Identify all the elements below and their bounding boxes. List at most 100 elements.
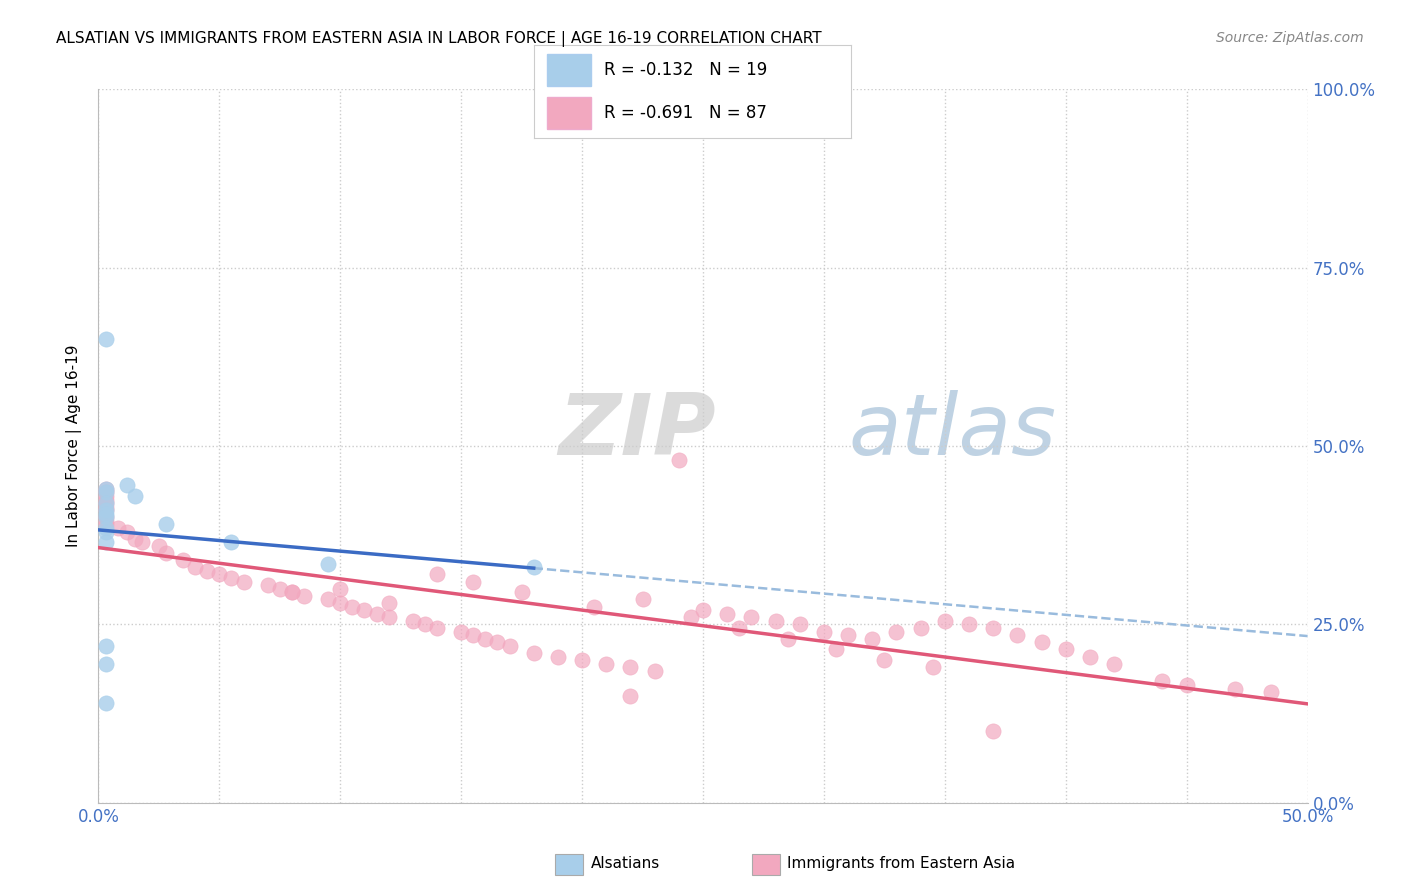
Point xyxy=(668,453,690,467)
Point xyxy=(860,632,883,646)
Point xyxy=(94,510,117,524)
Point xyxy=(155,546,177,560)
Point xyxy=(94,517,117,532)
Point xyxy=(329,596,352,610)
Point xyxy=(1102,657,1125,671)
Point xyxy=(94,507,117,521)
Point xyxy=(94,503,117,517)
Point xyxy=(208,567,231,582)
Point xyxy=(329,582,352,596)
Point xyxy=(94,639,117,653)
Point xyxy=(498,639,520,653)
Point xyxy=(873,653,896,667)
Point xyxy=(94,524,117,539)
Text: Alsatians: Alsatians xyxy=(591,856,659,871)
Point xyxy=(426,567,449,582)
Point xyxy=(281,585,304,599)
Point xyxy=(94,535,117,549)
Point xyxy=(921,660,943,674)
Point xyxy=(981,621,1004,635)
Text: ZIP: ZIP xyxy=(558,390,716,474)
Point xyxy=(1031,635,1053,649)
Point xyxy=(813,624,835,639)
Point xyxy=(94,696,117,710)
Point xyxy=(1223,681,1246,696)
Point xyxy=(316,592,339,607)
Point xyxy=(195,564,218,578)
Point xyxy=(716,607,738,621)
Point xyxy=(571,653,593,667)
Point xyxy=(426,621,449,635)
Point xyxy=(94,332,117,346)
Point xyxy=(377,596,399,610)
Point xyxy=(413,617,436,632)
Point xyxy=(172,553,194,567)
Point xyxy=(1007,628,1029,642)
Point xyxy=(547,649,569,664)
Point xyxy=(523,646,546,660)
Point xyxy=(765,614,787,628)
Point xyxy=(94,485,117,500)
Y-axis label: In Labor Force | Age 16-19: In Labor Force | Age 16-19 xyxy=(66,344,83,548)
Point xyxy=(631,592,654,607)
Point xyxy=(148,539,170,553)
Point xyxy=(463,574,485,589)
Point xyxy=(886,624,908,639)
Point xyxy=(221,571,243,585)
Point xyxy=(94,485,117,500)
Text: Source: ZipAtlas.com: Source: ZipAtlas.com xyxy=(1216,31,1364,45)
Point xyxy=(124,489,146,503)
Point xyxy=(256,578,278,592)
Point xyxy=(776,632,799,646)
Text: atlas: atlas xyxy=(848,390,1056,474)
Point xyxy=(353,603,375,617)
Point xyxy=(94,510,117,524)
Point xyxy=(1175,678,1198,692)
Point xyxy=(644,664,666,678)
Point xyxy=(94,521,117,535)
Point xyxy=(94,500,117,514)
Point xyxy=(789,617,811,632)
Point xyxy=(124,532,146,546)
Point xyxy=(94,503,117,517)
Point xyxy=(155,517,177,532)
Point xyxy=(910,621,932,635)
Point xyxy=(94,492,117,507)
Text: Immigrants from Eastern Asia: Immigrants from Eastern Asia xyxy=(787,856,1015,871)
Point xyxy=(117,478,139,492)
Point xyxy=(934,614,956,628)
Point xyxy=(523,560,546,574)
Point xyxy=(679,610,702,624)
FancyBboxPatch shape xyxy=(547,54,591,86)
Point xyxy=(463,628,485,642)
Point xyxy=(1078,649,1101,664)
Point xyxy=(221,535,243,549)
Point xyxy=(619,689,641,703)
Text: ALSATIAN VS IMMIGRANTS FROM EASTERN ASIA IN LABOR FORCE | AGE 16-19 CORRELATION : ALSATIAN VS IMMIGRANTS FROM EASTERN ASIA… xyxy=(56,31,823,47)
Point xyxy=(94,496,117,510)
Point xyxy=(619,660,641,674)
Point xyxy=(595,657,617,671)
Point xyxy=(94,514,117,528)
Point xyxy=(1054,642,1077,657)
Point xyxy=(107,521,129,535)
Point xyxy=(184,560,207,574)
Point xyxy=(94,657,117,671)
Point xyxy=(1152,674,1174,689)
Point xyxy=(269,582,291,596)
Point xyxy=(377,610,399,624)
Text: R = -0.691   N = 87: R = -0.691 N = 87 xyxy=(605,104,766,122)
Point xyxy=(316,557,339,571)
Point xyxy=(825,642,848,657)
Point xyxy=(94,482,117,496)
Point xyxy=(837,628,859,642)
Point xyxy=(450,624,472,639)
FancyBboxPatch shape xyxy=(547,97,591,129)
Point xyxy=(94,482,117,496)
Point xyxy=(474,632,496,646)
Point xyxy=(692,603,714,617)
Point xyxy=(281,585,304,599)
Point xyxy=(366,607,388,621)
Point xyxy=(94,496,117,510)
Point xyxy=(486,635,509,649)
